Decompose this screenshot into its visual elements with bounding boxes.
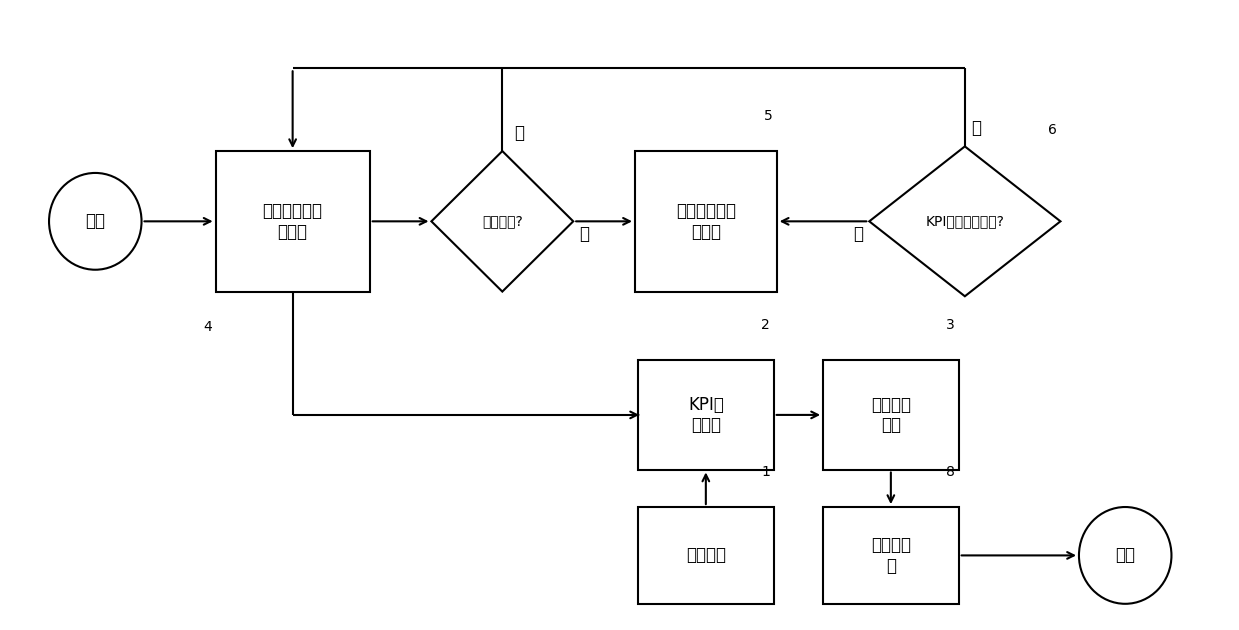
Bar xyxy=(638,507,773,604)
Text: 是: 是 xyxy=(580,225,590,243)
Text: 验证通过?: 验证通过? xyxy=(482,214,523,228)
Text: 否: 否 xyxy=(854,225,864,243)
Text: 开始: 开始 xyxy=(85,212,105,231)
Ellipse shape xyxy=(50,173,141,270)
Text: 生产线开线生
产运作: 生产线开线生 产运作 xyxy=(675,202,736,241)
Text: 1: 1 xyxy=(761,465,771,479)
Text: 5: 5 xyxy=(764,109,773,123)
Text: 运行后分
析: 运行后分 析 xyxy=(871,536,911,575)
Text: 6: 6 xyxy=(1048,123,1057,137)
Bar xyxy=(216,151,369,292)
Bar xyxy=(634,151,777,292)
Text: KPI指标红色异常?: KPI指标红色异常? xyxy=(926,214,1005,228)
Polygon shape xyxy=(431,151,574,292)
Text: 3: 3 xyxy=(947,318,955,332)
Text: 是: 是 xyxy=(971,119,981,137)
Text: 结束: 结束 xyxy=(1115,546,1135,564)
Text: 8: 8 xyxy=(947,465,955,479)
Bar xyxy=(823,507,959,604)
Text: KPI指
标分析: KPI指 标分析 xyxy=(688,396,724,434)
Bar xyxy=(638,360,773,469)
Text: 否: 否 xyxy=(514,123,524,142)
Ellipse shape xyxy=(1079,507,1171,604)
Text: 数据采集: 数据采集 xyxy=(686,546,726,564)
Text: 生产线停线工
艺验证: 生产线停线工 艺验证 xyxy=(263,202,322,241)
Text: 2: 2 xyxy=(761,318,771,332)
Bar xyxy=(823,360,959,469)
Polygon shape xyxy=(870,146,1061,296)
Text: 4: 4 xyxy=(203,319,212,334)
Text: 工厂地图
展现: 工厂地图 展现 xyxy=(871,396,911,434)
